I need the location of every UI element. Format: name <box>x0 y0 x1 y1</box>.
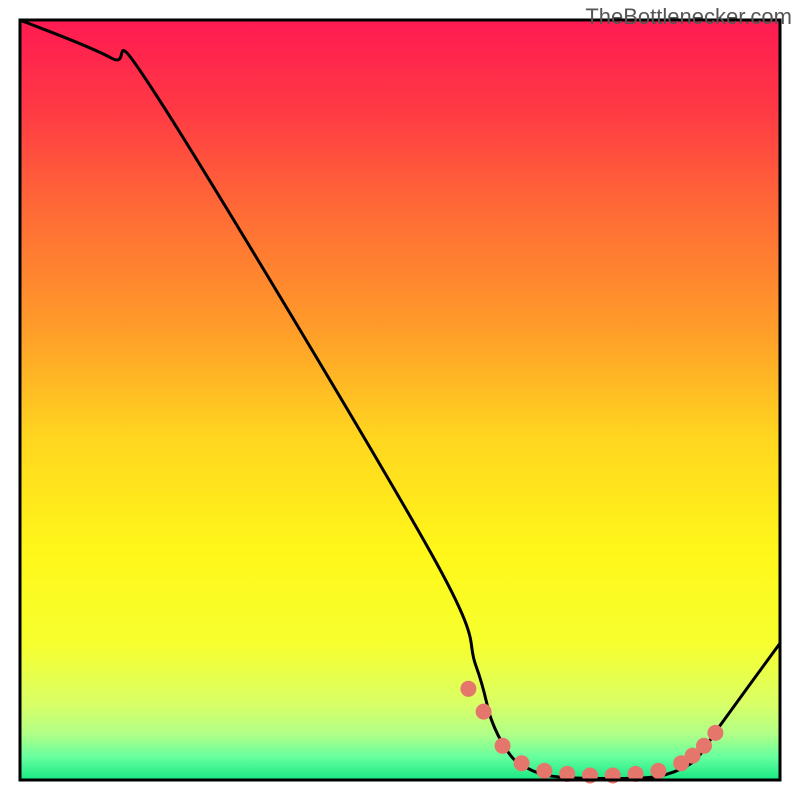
curve-marker <box>495 738 511 754</box>
curve-marker <box>650 763 666 779</box>
curve-marker <box>696 738 712 754</box>
bottleneck-curve-chart <box>0 0 800 800</box>
curve-marker <box>514 755 530 771</box>
curve-marker <box>476 704 492 720</box>
gradient-background <box>20 20 780 780</box>
chart-container: TheBottlenecker.com <box>0 0 800 800</box>
attribution-label: TheBottlenecker.com <box>585 4 792 30</box>
curve-marker <box>460 681 476 697</box>
curve-marker <box>536 763 552 779</box>
curve-marker <box>707 725 723 741</box>
